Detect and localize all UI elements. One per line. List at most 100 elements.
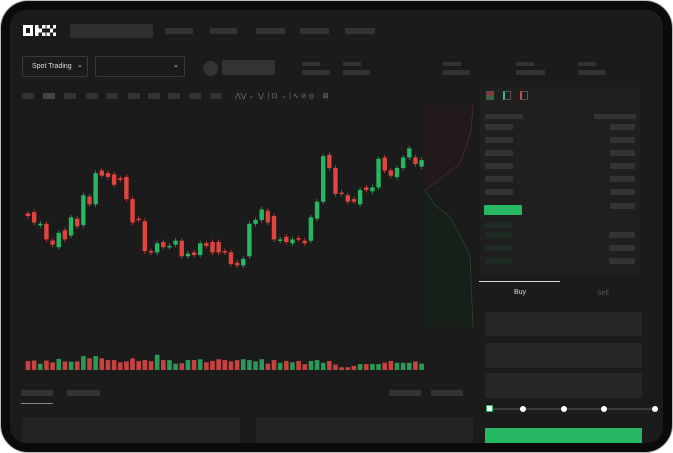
timeframe-button[interactable] [168, 93, 180, 99]
candle [339, 192, 344, 195]
nav-item[interactable] [210, 28, 237, 34]
slider-stop[interactable] [561, 406, 567, 412]
book-header [485, 114, 523, 119]
candle [130, 199, 135, 223]
volume-bar [363, 364, 369, 370]
timeframe-button[interactable] [148, 93, 160, 99]
filter-button[interactable] [389, 390, 421, 396]
search-input[interactable] [70, 24, 153, 38]
stat-label [343, 62, 361, 66]
timeframe-button[interactable] [189, 93, 201, 99]
volume-bar [105, 360, 111, 370]
total-input[interactable] [485, 373, 642, 398]
nav-item[interactable] [256, 28, 285, 34]
timeframe-button[interactable] [43, 93, 55, 99]
tab-sell[interactable]: Sell [597, 290, 609, 297]
timeframe-button[interactable] [64, 93, 76, 99]
stat-value [343, 70, 370, 75]
candle [56, 232, 61, 248]
volume-bar [339, 367, 344, 370]
market-selector[interactable]: Spot Trading ⌄ [22, 56, 88, 77]
ask-amount [610, 137, 635, 143]
indicator-icon[interactable]: ⋀⋁ ⌄ ⋁. | ⊡ ⌄ | ∿ ⊘ ◎ ◌ ⊠ [235, 93, 329, 100]
nav-item[interactable] [345, 28, 375, 34]
candle [370, 187, 375, 192]
volume-bar [74, 361, 80, 370]
candle [234, 262, 240, 266]
view-asks-icon[interactable] [520, 91, 528, 100]
volume-bar [167, 360, 172, 370]
volume-bar [247, 360, 252, 370]
candle [204, 243, 209, 246]
okx-logo[interactable] [23, 25, 56, 36]
amount-slider[interactable] [488, 408, 658, 410]
candle [191, 252, 197, 255]
stat-label [578, 62, 596, 66]
tab-order-history[interactable] [67, 390, 100, 396]
timeframe-button[interactable] [106, 93, 118, 99]
volume-bar [302, 364, 308, 370]
volume-bar [388, 361, 394, 370]
buy-button[interactable] [485, 428, 642, 443]
timeframe-button[interactable] [210, 93, 222, 99]
volume-bar [333, 364, 338, 370]
price-input[interactable] [485, 312, 642, 336]
volume-bar [204, 362, 209, 370]
amount-input[interactable] [485, 343, 642, 368]
assets-panel [256, 417, 473, 443]
volume-bar [130, 358, 135, 370]
bid-price [485, 232, 512, 238]
slider-handle[interactable] [486, 405, 493, 412]
candle [154, 243, 160, 253]
ask-price [485, 163, 513, 169]
tab-buy[interactable]: Buy [514, 289, 527, 296]
volume-bar [148, 361, 154, 370]
candle [413, 157, 418, 164]
volume-bar [87, 358, 92, 370]
ask-price [485, 124, 513, 130]
volume-bar [56, 359, 62, 370]
timeframe-button[interactable] [128, 93, 140, 99]
volume-bar [173, 363, 178, 370]
volume-bar [327, 361, 332, 370]
candle [38, 223, 43, 226]
slider-stop[interactable] [601, 406, 607, 412]
ask-amount [610, 150, 635, 156]
tab-open-orders[interactable] [21, 390, 53, 396]
candle [44, 223, 49, 240]
volume-bar [25, 361, 31, 370]
candle [382, 157, 387, 171]
filter-button[interactable] [431, 390, 463, 396]
nav-item[interactable] [165, 28, 193, 34]
slider-stop[interactable] [520, 406, 526, 412]
slider-stop[interactable] [652, 406, 658, 412]
volume-bar [154, 354, 160, 370]
coin-icon [203, 61, 218, 76]
timeframe-button[interactable] [22, 93, 34, 99]
candle [167, 245, 172, 248]
volume-bar [31, 360, 37, 370]
volume-bar [124, 361, 129, 370]
volume-bar [234, 360, 240, 370]
volume-bar [38, 363, 43, 370]
candle [394, 167, 400, 177]
candle [327, 154, 332, 168]
stat-value [516, 70, 545, 75]
bid-price [485, 258, 512, 264]
pair-selector[interactable]: ⌄ [95, 56, 185, 77]
volume-bar [50, 362, 55, 370]
candle [93, 173, 98, 205]
timeframe-button[interactable] [86, 93, 98, 99]
candle [185, 253, 191, 257]
volume-bar [394, 362, 400, 370]
nav-item[interactable] [300, 28, 329, 34]
volume-bar [413, 361, 418, 370]
volume-bar [314, 360, 320, 370]
candle [407, 148, 412, 158]
view-bids-icon[interactable] [503, 91, 511, 100]
candlestick-chart[interactable] [15, 105, 430, 370]
candle [210, 242, 215, 253]
view-both-icon[interactable] [486, 91, 494, 100]
volume-bar [142, 360, 148, 370]
volume-bar [357, 364, 363, 370]
